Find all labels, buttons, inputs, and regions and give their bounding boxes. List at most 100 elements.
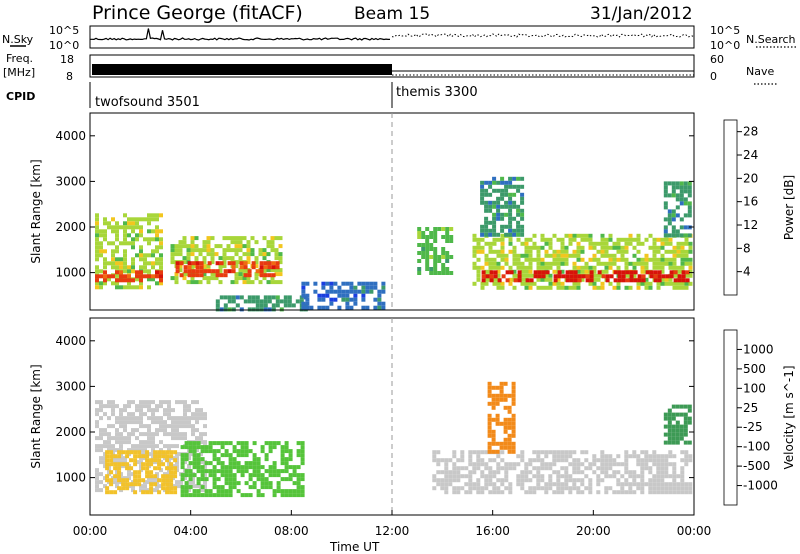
echo-cell — [540, 462, 545, 467]
echo-cell — [671, 428, 676, 433]
echo-cell — [182, 256, 187, 261]
echo-cell — [161, 482, 166, 487]
echo-cell — [161, 450, 166, 455]
echo-cell — [520, 474, 525, 479]
echo-cell — [652, 486, 657, 491]
echo-cell — [605, 278, 610, 283]
echo-cell — [652, 478, 657, 483]
echo-cell — [476, 490, 481, 495]
echo-cell — [210, 260, 215, 265]
date-label: 31/Jan/2012 — [590, 4, 693, 24]
echo-cell — [169, 462, 174, 467]
echo-cell — [540, 245, 545, 250]
echo-cell — [263, 303, 268, 308]
echo-cell — [540, 466, 545, 471]
echo-cell — [648, 470, 653, 475]
echo-cell — [244, 445, 249, 450]
echo-cell — [532, 458, 537, 463]
echo-cell — [508, 196, 513, 201]
echo-cell — [284, 445, 289, 450]
echo-cell — [135, 270, 139, 275]
echo-cell — [656, 245, 661, 250]
echo-cell — [681, 278, 686, 283]
echo-cell — [288, 489, 293, 494]
echo-cell — [167, 416, 171, 421]
echo-cell — [247, 307, 252, 312]
echo-cell — [333, 297, 338, 302]
echo-cell — [215, 299, 220, 304]
echo-cell — [524, 241, 529, 246]
echo-cell — [629, 274, 634, 279]
colorbar-tick-label: -1000 — [743, 479, 778, 493]
echo-cell — [183, 404, 187, 409]
echo-cell — [508, 265, 513, 270]
echo-cell — [441, 267, 446, 271]
echo-cell — [107, 261, 111, 266]
echo-cell — [667, 428, 672, 433]
echo-cell — [491, 449, 496, 454]
echo-cell — [679, 233, 684, 238]
echo-cell — [612, 253, 617, 258]
echo-cell — [604, 454, 609, 459]
echo-cell — [664, 277, 669, 282]
echo-cell — [244, 453, 249, 458]
echo-cell — [123, 420, 127, 425]
echo-cell — [512, 176, 517, 181]
echo-cell — [196, 441, 201, 446]
echo-cell — [135, 444, 139, 449]
echo-cell — [103, 274, 107, 279]
echo-cell — [560, 474, 565, 479]
echo-cell — [492, 249, 497, 254]
echo-cell — [548, 474, 553, 479]
echo-cell — [660, 253, 665, 258]
echo-cell — [480, 450, 485, 455]
echo-cell — [500, 285, 505, 290]
echo-cell — [173, 470, 178, 475]
echo-cell — [544, 241, 549, 246]
echo-cell — [556, 470, 561, 475]
echo-cell — [204, 461, 209, 466]
echo-cell — [239, 265, 244, 270]
echo-cell — [264, 469, 269, 474]
echo-cell — [143, 217, 147, 222]
echo-cell — [127, 400, 131, 405]
echo-cell — [151, 456, 155, 461]
echo-cell — [616, 237, 621, 242]
echo-cell — [660, 486, 665, 491]
echo-cell — [417, 243, 422, 247]
echo-cell — [680, 482, 685, 487]
echo-cell — [365, 285, 370, 290]
echo-cell — [664, 241, 669, 246]
echo-cell — [533, 270, 538, 275]
echo-cell — [584, 269, 589, 274]
echo-cell — [495, 393, 500, 398]
echo-cell — [675, 185, 680, 190]
echo-cell — [251, 295, 256, 300]
echo-cell — [240, 493, 245, 498]
echo-cell — [157, 454, 162, 459]
echo-cell — [608, 265, 613, 270]
echo-cell — [219, 261, 224, 266]
echo-cell — [239, 295, 244, 300]
echo-cell — [271, 307, 276, 312]
echo-cell — [165, 474, 170, 479]
echo-cell — [584, 265, 589, 270]
echo-cell — [667, 412, 672, 417]
echo-cell — [292, 469, 297, 474]
echo-cell — [648, 454, 653, 459]
echo-cell — [688, 261, 693, 266]
echo-cell — [99, 472, 103, 477]
echo-cell — [632, 474, 637, 479]
echo-cell — [222, 256, 227, 261]
echo-cell — [183, 420, 187, 425]
echo-cell — [588, 265, 593, 270]
echo-cell — [159, 400, 163, 405]
echo-cell — [170, 244, 175, 249]
echo-cell — [688, 490, 693, 495]
echo-cell — [202, 276, 207, 281]
echo-cell — [353, 285, 358, 290]
echo-cell — [127, 412, 131, 417]
echo-cell — [218, 268, 223, 273]
echo-cell — [105, 458, 110, 463]
echo-cell — [600, 233, 605, 238]
